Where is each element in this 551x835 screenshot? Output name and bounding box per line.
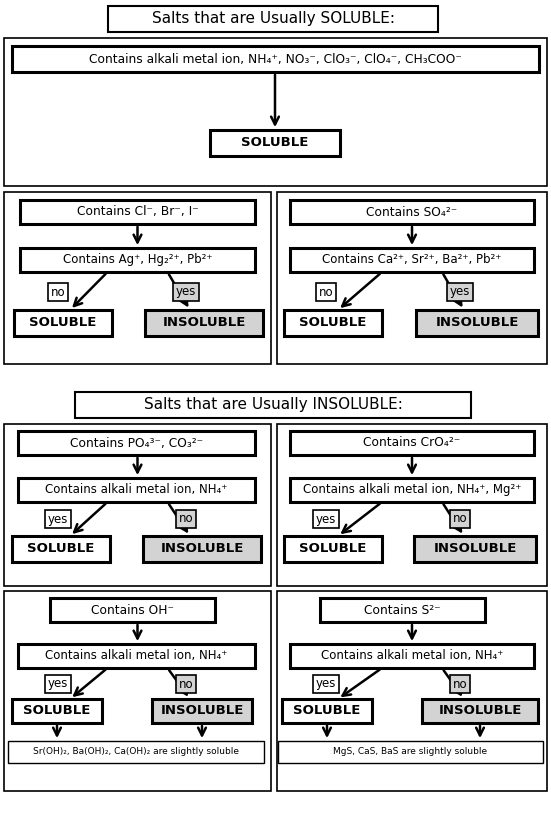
FancyBboxPatch shape [320, 598, 485, 622]
Text: no: no [453, 677, 467, 691]
FancyBboxPatch shape [20, 248, 255, 272]
FancyBboxPatch shape [20, 200, 255, 224]
FancyBboxPatch shape [277, 424, 547, 586]
FancyBboxPatch shape [4, 38, 547, 186]
FancyBboxPatch shape [284, 310, 382, 336]
Text: yes: yes [316, 677, 336, 691]
Text: yes: yes [48, 677, 68, 691]
FancyBboxPatch shape [75, 392, 471, 418]
Text: INSOLUBLE: INSOLUBLE [163, 316, 246, 330]
FancyBboxPatch shape [422, 699, 538, 723]
Text: Contains alkali metal ion, NH₄⁺, NO₃⁻, ClO₃⁻, ClO₄⁻, CH₃COO⁻: Contains alkali metal ion, NH₄⁺, NO₃⁻, C… [89, 53, 462, 65]
Text: no: no [453, 513, 467, 525]
FancyBboxPatch shape [290, 644, 534, 668]
Text: no: no [179, 513, 193, 525]
FancyBboxPatch shape [50, 598, 215, 622]
FancyBboxPatch shape [8, 741, 264, 763]
FancyBboxPatch shape [4, 192, 271, 364]
Text: Contains Ag⁺, Hg₂²⁺, Pb²⁺: Contains Ag⁺, Hg₂²⁺, Pb²⁺ [63, 254, 212, 266]
FancyBboxPatch shape [290, 431, 534, 455]
FancyBboxPatch shape [145, 310, 263, 336]
Text: Contains Ca²⁺, Sr²⁺, Ba²⁺, Pb²⁺: Contains Ca²⁺, Sr²⁺, Ba²⁺, Pb²⁺ [322, 254, 502, 266]
FancyBboxPatch shape [12, 46, 539, 72]
Text: SOLUBLE: SOLUBLE [241, 136, 309, 149]
FancyBboxPatch shape [14, 310, 112, 336]
Text: SOLUBLE: SOLUBLE [28, 543, 95, 555]
FancyBboxPatch shape [4, 591, 271, 791]
FancyBboxPatch shape [4, 424, 271, 586]
FancyBboxPatch shape [277, 591, 547, 791]
Text: MgS, CaS, BaS are slightly soluble: MgS, CaS, BaS are slightly soluble [333, 747, 488, 757]
Text: Contains alkali metal ion, NH₄⁺: Contains alkali metal ion, NH₄⁺ [45, 483, 228, 497]
Text: SOLUBLE: SOLUBLE [299, 316, 366, 330]
FancyBboxPatch shape [290, 478, 534, 502]
Text: SOLUBLE: SOLUBLE [23, 705, 91, 717]
Text: Contains alkali metal ion, NH₄⁺, Mg²⁺: Contains alkali metal ion, NH₄⁺, Mg²⁺ [303, 483, 521, 497]
Text: Salts that are Usually SOLUBLE:: Salts that are Usually SOLUBLE: [152, 12, 395, 27]
FancyBboxPatch shape [414, 536, 536, 562]
Text: INSOLUBLE: INSOLUBLE [160, 705, 244, 717]
FancyBboxPatch shape [12, 536, 110, 562]
FancyBboxPatch shape [282, 699, 372, 723]
Text: no: no [318, 286, 333, 298]
FancyBboxPatch shape [290, 248, 534, 272]
Text: yes: yes [176, 286, 196, 298]
Text: Salts that are Usually INSOLUBLE:: Salts that are Usually INSOLUBLE: [144, 397, 402, 412]
Text: yes: yes [48, 513, 68, 525]
Text: INSOLUBLE: INSOLUBLE [438, 705, 522, 717]
Text: yes: yes [450, 286, 470, 298]
Text: Contains CrO₄²⁻: Contains CrO₄²⁻ [363, 437, 461, 449]
Text: SOLUBLE: SOLUBLE [299, 543, 366, 555]
Text: Contains OH⁻: Contains OH⁻ [91, 604, 174, 616]
FancyBboxPatch shape [18, 644, 255, 668]
FancyBboxPatch shape [278, 741, 543, 763]
Text: yes: yes [316, 513, 336, 525]
Text: Contains SO₄²⁻: Contains SO₄²⁻ [366, 205, 458, 219]
FancyBboxPatch shape [290, 200, 534, 224]
Text: Sr(OH)₂, Ba(OH)₂, Ca(OH)₂ are slightly soluble: Sr(OH)₂, Ba(OH)₂, Ca(OH)₂ are slightly s… [33, 747, 239, 757]
Text: INSOLUBLE: INSOLUBLE [160, 543, 244, 555]
Text: Contains S²⁻: Contains S²⁻ [364, 604, 441, 616]
FancyBboxPatch shape [210, 130, 340, 156]
FancyBboxPatch shape [108, 6, 438, 32]
Text: INSOLUBLE: INSOLUBLE [435, 316, 518, 330]
FancyBboxPatch shape [18, 431, 255, 455]
Text: Contains alkali metal ion, NH₄⁺: Contains alkali metal ion, NH₄⁺ [45, 650, 228, 662]
FancyBboxPatch shape [152, 699, 252, 723]
FancyBboxPatch shape [12, 699, 102, 723]
FancyBboxPatch shape [416, 310, 538, 336]
Text: SOLUBLE: SOLUBLE [29, 316, 96, 330]
FancyBboxPatch shape [284, 536, 382, 562]
Text: no: no [179, 677, 193, 691]
FancyBboxPatch shape [277, 192, 547, 364]
FancyBboxPatch shape [143, 536, 261, 562]
Text: Contains PO₄³⁻, CO₃²⁻: Contains PO₄³⁻, CO₃²⁻ [70, 437, 203, 449]
Text: Contains alkali metal ion, NH₄⁺: Contains alkali metal ion, NH₄⁺ [321, 650, 503, 662]
Text: SOLUBLE: SOLUBLE [293, 705, 361, 717]
Text: INSOLUBLE: INSOLUBLE [433, 543, 517, 555]
Text: Contains Cl⁻, Br⁻, I⁻: Contains Cl⁻, Br⁻, I⁻ [77, 205, 198, 219]
FancyBboxPatch shape [18, 478, 255, 502]
Text: no: no [51, 286, 66, 298]
